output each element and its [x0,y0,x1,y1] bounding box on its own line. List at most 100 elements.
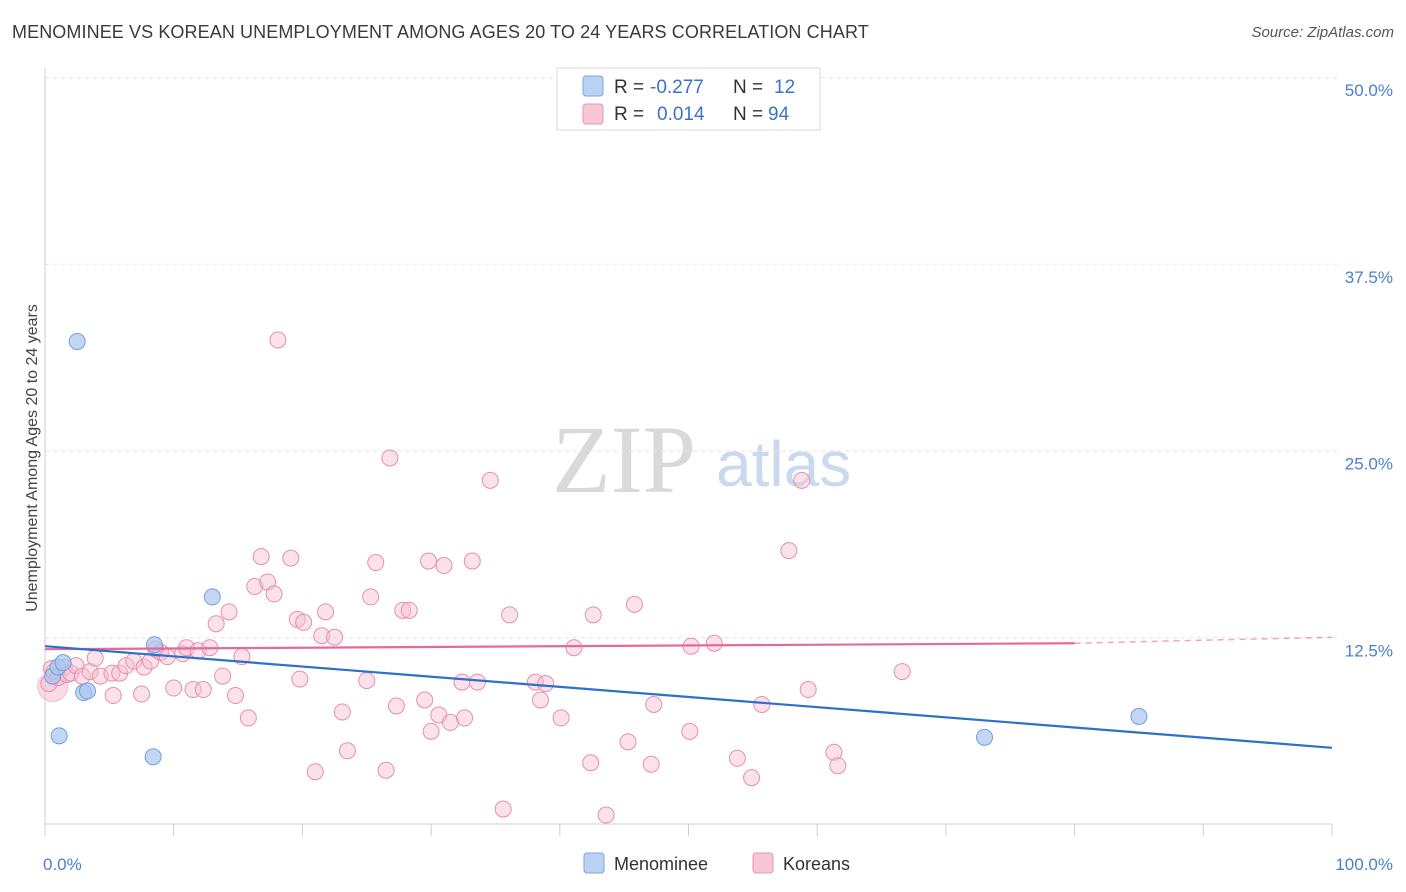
menominee-r-value: -0.277 [650,77,704,98]
koreans-point [420,552,438,570]
koreans-point [481,471,499,489]
koreans-point [269,331,287,349]
menominee-trend-line [44,645,1333,749]
menominee-n-label: N = [733,77,763,98]
koreans-point [381,449,399,467]
koreans-point [295,613,313,631]
koreans-point [377,761,395,779]
koreans-point [501,606,519,624]
koreans-point [453,673,471,691]
series-legend: Menominee Koreans [583,852,850,874]
koreans-point [326,628,344,646]
koreans-point [681,722,699,740]
menominee-point [78,682,96,700]
koreans-point [743,769,761,787]
koreans-point [799,681,817,699]
koreans-point [282,549,300,567]
koreans-point [252,548,270,566]
menominee-point [68,332,86,350]
koreans-point [597,806,615,824]
x-tick-label-max: 100.0% [1335,855,1393,874]
menominee-point [1130,707,1148,725]
koreans-point [220,603,238,621]
koreans-point [214,667,232,685]
koreans-point [780,542,798,560]
menominee-point [144,748,162,766]
koreans-point [313,627,331,645]
koreans-point [291,670,309,688]
trend-lines [44,636,1333,749]
koreans-point [306,763,324,781]
koreans-r-value: 0.014 [657,104,705,125]
koreans-point [317,603,335,621]
menominee-point [54,654,72,672]
koreans-point [239,709,257,727]
menominee-point [203,588,221,606]
koreans-series-swatch [752,852,774,874]
menominee-n-value: 12 [774,77,795,98]
y-tick-label: 37.5% [1345,268,1393,287]
source-label: Source: ZipAtlas.com [1251,24,1394,41]
koreans-point [333,703,351,721]
koreans-point [582,754,600,772]
koreans-series-label: Koreans [783,854,850,874]
koreans-point [184,681,202,699]
koreans-legend-swatch [582,103,604,125]
koreans-point [165,679,183,697]
gridlines [45,77,1338,639]
y-tick-labels: 12.5% 25.0% 37.5% 50.0% [1345,81,1393,660]
koreans-point [584,606,602,624]
koreans-point [494,800,512,818]
koreans-point [86,649,104,667]
koreans-r-label: R = [614,104,644,125]
menominee-point [145,636,163,654]
koreans-point [133,685,151,703]
x-tick-marks [44,824,1333,836]
koreans-point [793,471,811,489]
menominee-series-label: Menominee [614,854,708,874]
y-tick-label: 25.0% [1345,455,1393,474]
koreans-point [705,634,723,652]
koreans-point [207,615,225,633]
koreans-point [753,695,771,713]
koreans-point [358,672,376,690]
koreans-point [400,601,418,619]
koreans-point [226,687,244,705]
x-tick-label-min: 0.0% [43,855,82,874]
koreans-point [642,755,660,773]
menominee-point [976,728,994,746]
y-axis-title: Unemployment Among Ages 20 to 24 years [24,304,41,612]
watermark-zip: ZIP [552,406,696,513]
menominee-points [44,332,1148,766]
y-tick-label: 50.0% [1345,81,1393,100]
menominee-legend-swatch [582,75,604,97]
koreans-point [441,713,459,731]
koreans-point [728,749,746,767]
menominee-series-swatch [583,852,605,874]
menominee-r-label: R = [614,77,644,98]
koreans-point [619,733,637,751]
koreans-point [362,588,380,606]
koreans-n-label: N = [733,104,763,125]
koreans-point [825,743,843,761]
koreans-point [463,552,481,570]
koreans-point [552,709,570,727]
koreans-trend-line-extension [1074,636,1333,644]
koreans-point [194,681,212,699]
koreans-n-value: 94 [768,104,790,125]
koreans-point [829,757,847,775]
koreans-point [625,595,643,613]
koreans-point [416,691,434,709]
koreans-point [104,687,122,705]
koreans-point [531,691,549,709]
stats-legend: R = -0.277 N = 12 R = 0.014 N = 94 [556,67,821,131]
chart-title: MENOMINEE VS KOREAN UNEMPLOYMENT AMONG A… [12,22,869,42]
koreans-point [456,709,474,727]
koreans-point [565,639,583,657]
koreans-point [338,742,356,760]
koreans-point [893,663,911,681]
koreans-point [394,601,412,619]
koreans-point [387,697,405,715]
watermark-atlas: atlas [716,428,851,500]
